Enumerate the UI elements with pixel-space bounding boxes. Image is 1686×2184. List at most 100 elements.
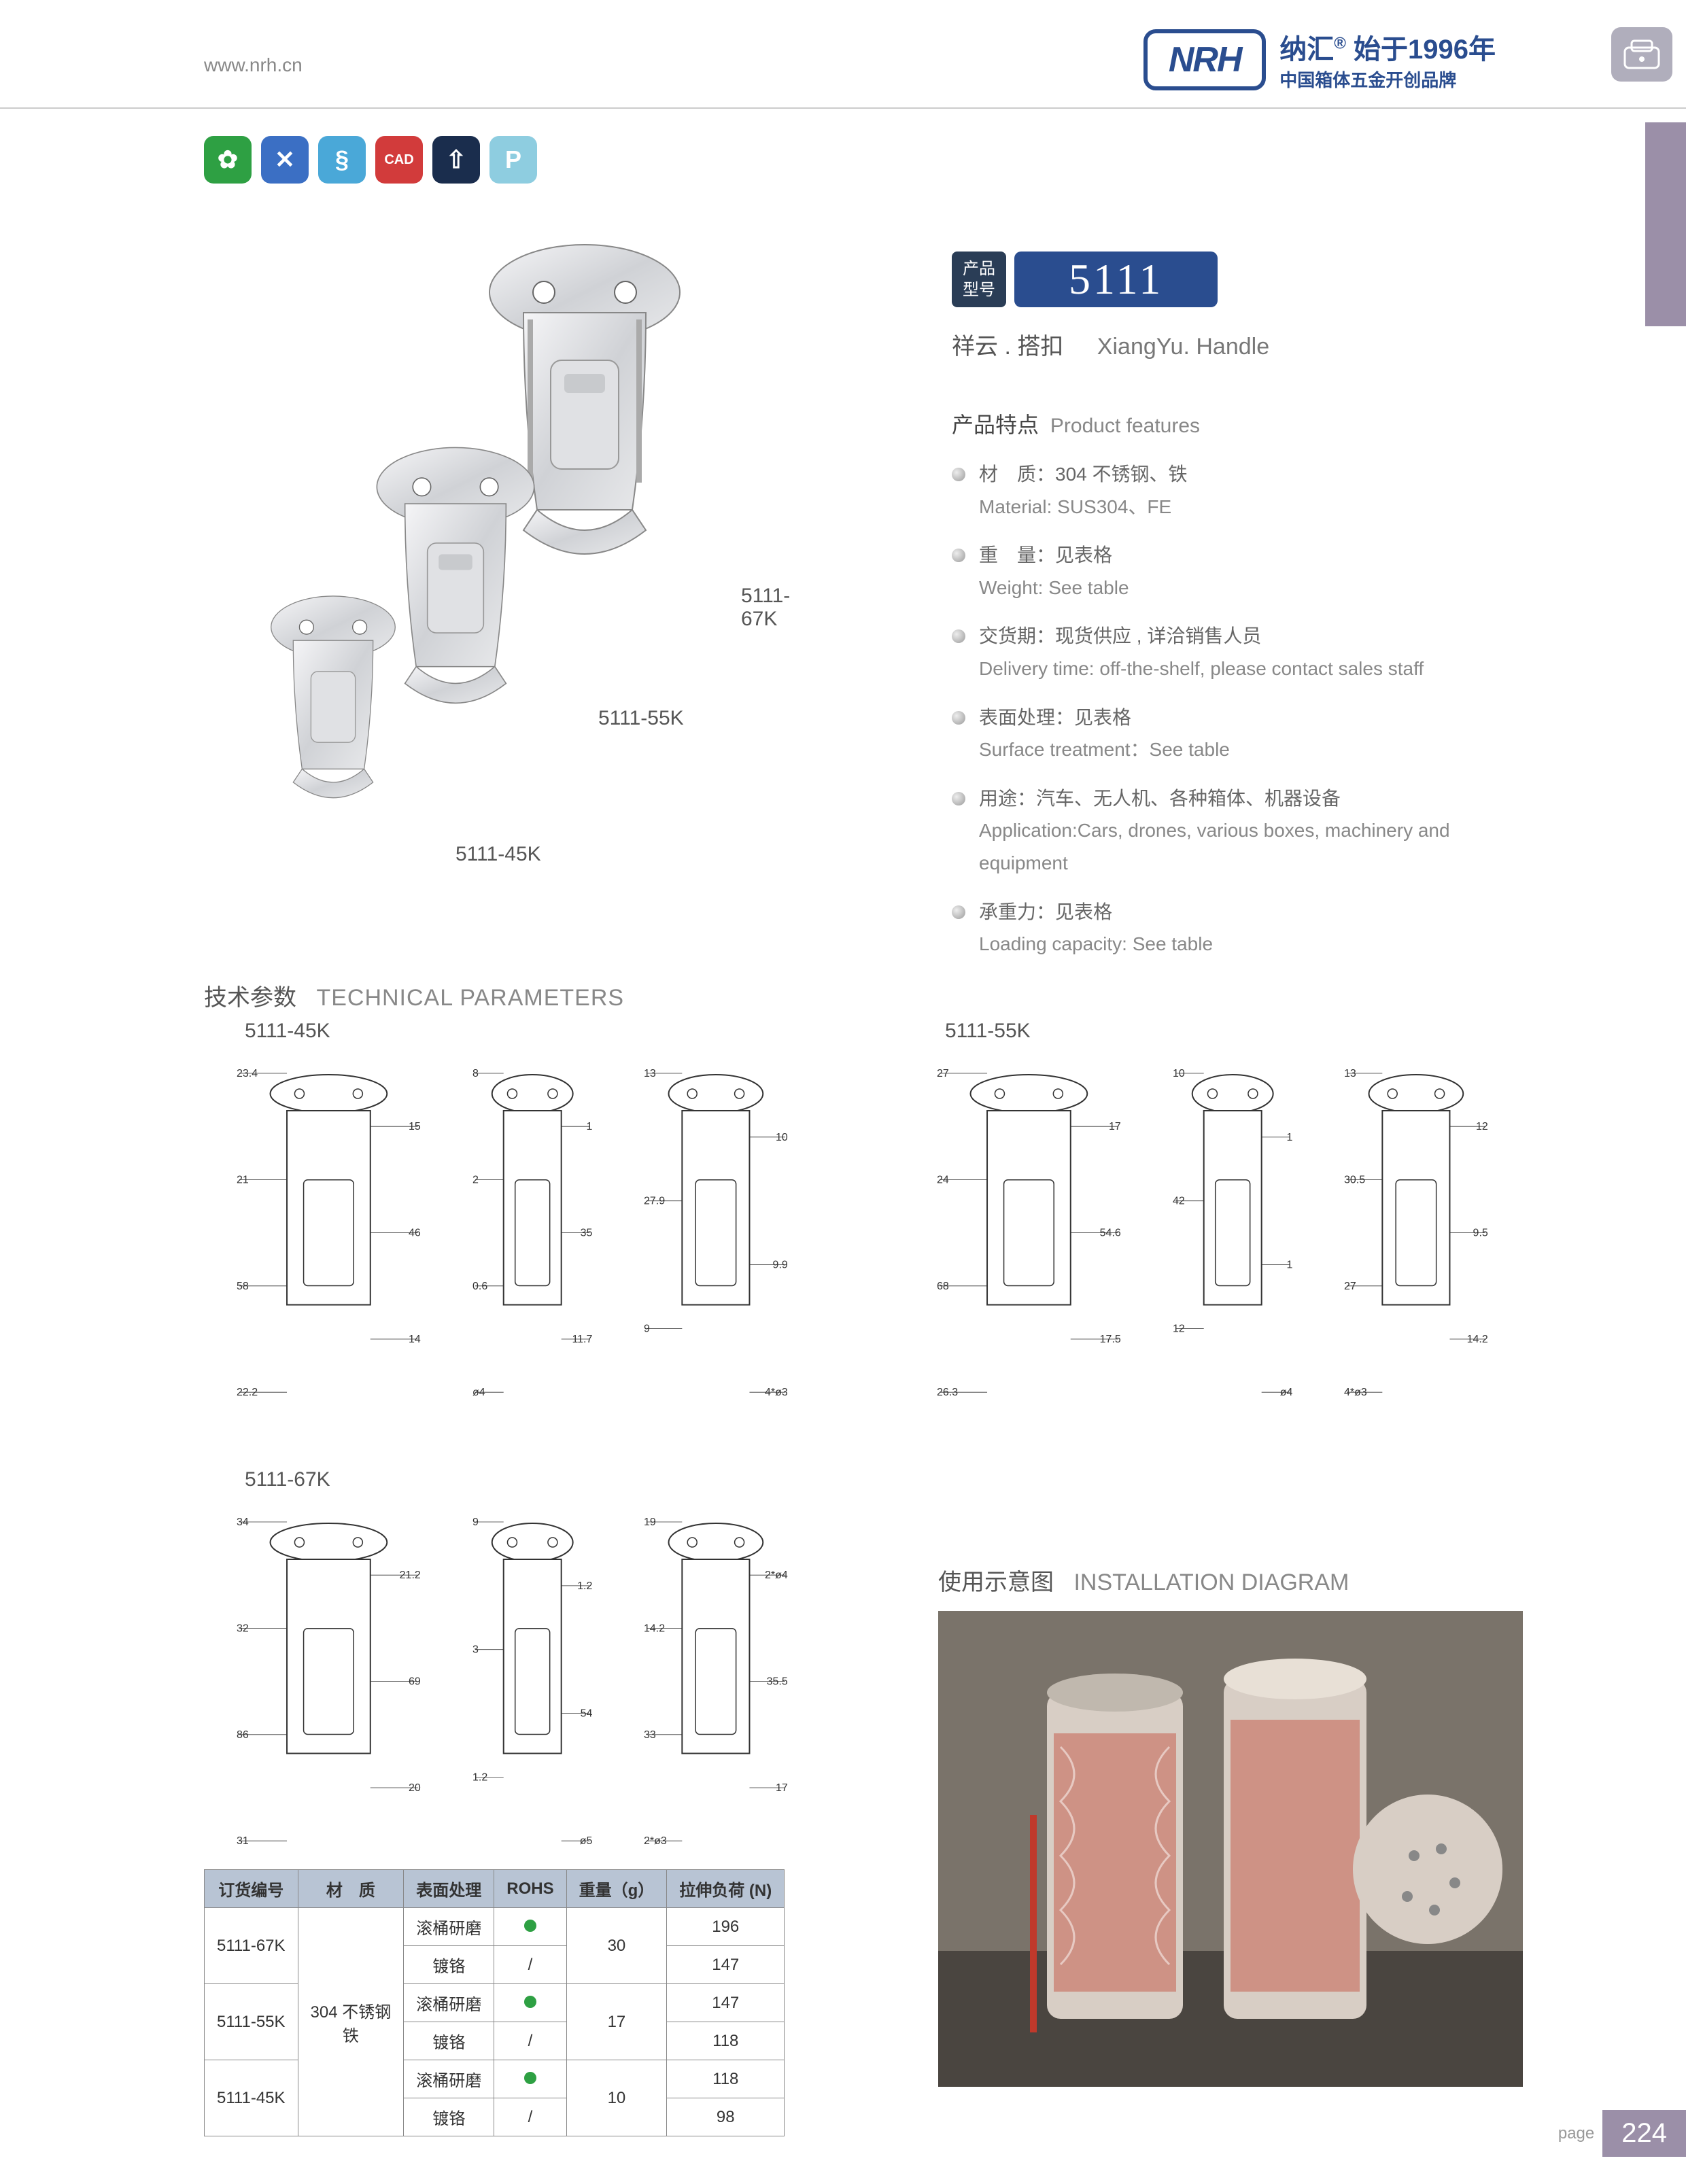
svg-text:0.6: 0.6 xyxy=(472,1281,487,1292)
svg-text:4*ø3: 4*ø3 xyxy=(765,1387,788,1398)
svg-text:17.5: 17.5 xyxy=(1100,1334,1121,1345)
nrh-logo: NRH xyxy=(1143,29,1266,90)
feature-icon-0: ✿ xyxy=(204,136,252,184)
svg-text:9.5: 9.5 xyxy=(1473,1228,1488,1239)
svg-text:ø5: ø5 xyxy=(580,1835,593,1847)
diagram-45k: 5111-45K 23.4152146581422.2812350.611.7ø… xyxy=(224,1020,800,1409)
model-subtitle: 祥云 . 搭扣 XiangYu. Handle xyxy=(952,328,1530,361)
header-url: www.nrh.cn xyxy=(204,54,303,76)
spec-table: 订货编号材 质表面处理ROHS重量（g）拉伸负荷 (N) 5111-67K304… xyxy=(204,1869,785,2136)
table-header: 订货编号 xyxy=(205,1870,298,1908)
side-tab xyxy=(1645,122,1686,326)
features-title-en: Product features xyxy=(1050,415,1200,437)
tech-title-cn: 技术参数 xyxy=(204,985,296,1011)
svg-text:11.7: 11.7 xyxy=(572,1334,592,1345)
svg-text:21.2: 21.2 xyxy=(400,1570,421,1581)
table-header: 表面处理 xyxy=(404,1870,494,1908)
feature-icon-5: P xyxy=(489,136,537,184)
svg-text:35.5: 35.5 xyxy=(767,1676,788,1688)
product-images: 5111-67K 5111-55K 5111-45K xyxy=(204,231,816,843)
diagram-55k: 5111-55K 27172454.66817.526.310142112ø41… xyxy=(925,1020,1500,1409)
svg-text:17: 17 xyxy=(776,1782,788,1794)
svg-text:31: 31 xyxy=(237,1835,249,1847)
svg-text:14.2: 14.2 xyxy=(1467,1334,1488,1345)
svg-text:58: 58 xyxy=(237,1281,249,1292)
svg-text:20: 20 xyxy=(409,1782,421,1794)
tech-drawing: 192*ø414.235.533172*ø3 xyxy=(632,1505,800,1858)
brand-text: 纳汇® 始于1996年 中国箱体五金开创品牌 xyxy=(1279,27,1496,92)
svg-text:9: 9 xyxy=(472,1516,479,1528)
svg-text:17: 17 xyxy=(1109,1121,1121,1132)
tech-drawing: 27 17 24 54.6 68 17.5 26.3 xyxy=(925,1056,1133,1409)
svg-text:69: 69 xyxy=(409,1676,421,1688)
diagram-67k: 5111-67K 3421.2326986203191.23541.2ø5192… xyxy=(224,1468,800,1858)
model-tag: 产品 型号 xyxy=(952,252,1006,307)
model-block: 产品 型号 5111 祥云 . 搭扣 XiangYu. Handle xyxy=(952,252,1530,361)
feature-item-0: 材 质：304 不锈钢、铁Material: SUS304、FE xyxy=(952,458,1530,523)
svg-text:32: 32 xyxy=(237,1623,249,1634)
page-label: page xyxy=(1558,2124,1594,2143)
install-title: 使用示意图 INSTALLATION DIAGRAM xyxy=(938,1563,1349,1597)
features-title-cn: 产品特点 xyxy=(952,413,1039,437)
svg-text:68: 68 xyxy=(937,1281,949,1292)
subtitle-en: XiangYu. Handle xyxy=(1097,334,1269,360)
product-features: 产品特点 Product features 材 质：304 不锈钢、铁Mater… xyxy=(952,408,1530,977)
subtitle-cn: 祥云 . 搭扣 xyxy=(952,334,1063,360)
table-header: 材 质 xyxy=(298,1870,404,1908)
tech-params-title: 技术参数 TECHNICAL PARAMETERS xyxy=(204,979,624,1012)
diagram-55k-label: 5111-55K xyxy=(945,1020,1500,1043)
icon-row: ✿✕§CAD⇧P xyxy=(204,136,537,184)
svg-text:ø4: ø4 xyxy=(1280,1387,1293,1398)
label-55k: 5111-55K xyxy=(598,707,684,730)
feature-icon-2: § xyxy=(318,136,366,184)
label-45k: 5111-45K xyxy=(455,843,541,866)
label-67k: 5111-67K xyxy=(741,585,816,631)
svg-text:22.2: 22.2 xyxy=(237,1387,258,1398)
svg-text:23.4: 23.4 xyxy=(237,1068,258,1079)
svg-text:9: 9 xyxy=(644,1323,650,1334)
svg-text:ø4: ø4 xyxy=(472,1387,485,1398)
svg-text:12: 12 xyxy=(1476,1121,1488,1132)
feature-icon-1: ✕ xyxy=(261,136,309,184)
svg-text:4*ø3: 4*ø3 xyxy=(1344,1387,1367,1398)
svg-text:27.9: 27.9 xyxy=(644,1196,665,1207)
tech-drawing: 3421.23269862031 xyxy=(224,1505,433,1858)
svg-text:1.2: 1.2 xyxy=(577,1580,592,1592)
feature-item-4: 用途：汽车、无人机、各种箱体、机器设备Application:Cars, dro… xyxy=(952,782,1530,880)
svg-text:12: 12 xyxy=(1173,1323,1185,1334)
svg-text:27: 27 xyxy=(937,1068,949,1079)
brand-sub: 中国箱体五金开创品牌 xyxy=(1279,67,1496,92)
svg-text:46: 46 xyxy=(409,1228,421,1239)
svg-text:1: 1 xyxy=(1286,1260,1292,1271)
svg-text:86: 86 xyxy=(237,1729,249,1741)
svg-text:35: 35 xyxy=(580,1228,592,1239)
svg-text:26.3: 26.3 xyxy=(937,1387,958,1398)
svg-text:54: 54 xyxy=(580,1708,592,1720)
tech-drawing: 91.23541.2ø5 xyxy=(460,1505,604,1858)
svg-text:1: 1 xyxy=(586,1121,592,1132)
svg-text:2*ø3: 2*ø3 xyxy=(644,1835,667,1847)
table-row: 5111-45K滚桶研磨10118 xyxy=(205,2060,785,2098)
brand-cn: 纳汇 xyxy=(1279,35,1334,65)
model-tag-1: 产品 xyxy=(963,258,995,279)
svg-text:8: 8 xyxy=(472,1068,479,1079)
feature-icon-4: ⇧ xyxy=(432,136,480,184)
diagram-67k-label: 5111-67K xyxy=(245,1468,800,1491)
svg-text:19: 19 xyxy=(644,1516,656,1528)
feature-item-1: 重 量：见表格Weight: See table xyxy=(952,539,1530,604)
svg-text:10: 10 xyxy=(1173,1068,1185,1079)
svg-text:21: 21 xyxy=(237,1174,249,1185)
svg-text:27: 27 xyxy=(1344,1281,1356,1292)
svg-text:1: 1 xyxy=(1286,1132,1292,1143)
svg-text:13: 13 xyxy=(644,1068,656,1079)
features-title: 产品特点 Product features xyxy=(952,408,1530,439)
side-latch-icon xyxy=(1611,27,1672,82)
brand-box: NRH 纳汇® 始于1996年 中国箱体五金开创品牌 xyxy=(1143,27,1496,92)
svg-text:24: 24 xyxy=(937,1174,949,1185)
feature-icon-3: CAD xyxy=(375,136,423,184)
svg-text:54.6: 54.6 xyxy=(1100,1228,1121,1239)
svg-text:2*ø4: 2*ø4 xyxy=(765,1570,788,1581)
feature-item-5: 承重力：见表格Loading capacity: See table xyxy=(952,896,1530,960)
table-row: 5111-55K滚桶研磨17147 xyxy=(205,1984,785,2022)
svg-text:13: 13 xyxy=(1344,1068,1356,1079)
